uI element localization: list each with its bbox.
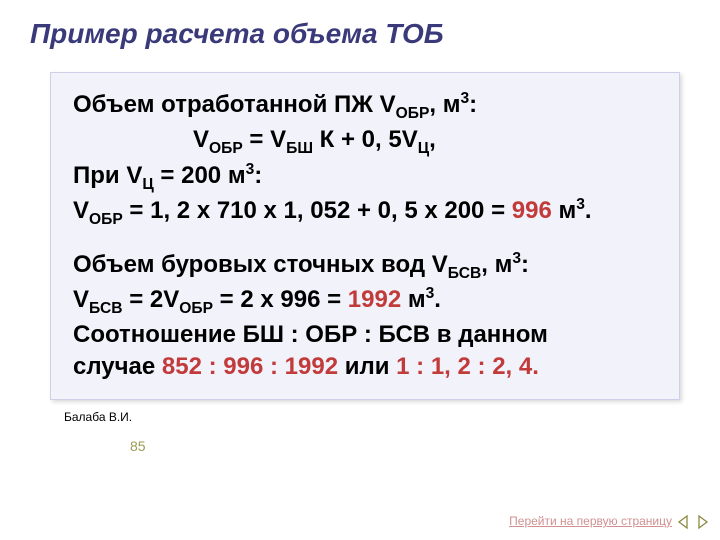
superscript: 3 [512, 250, 521, 267]
prev-arrow-icon[interactable] [676, 514, 692, 530]
subscript: БШ [286, 140, 313, 157]
text: Объем отработанной ПЖ V [73, 91, 396, 118]
subscript: ОБР [396, 105, 430, 122]
subscript: ОБР [209, 140, 243, 157]
highlight-ratio: 852 : 996 : 1992 [162, 353, 338, 380]
text: : [521, 251, 529, 278]
superscript: 3 [246, 161, 255, 178]
text: или [338, 353, 396, 380]
text: V [73, 286, 89, 313]
slide: Пример расчета объема ТОБ Объем отработа… [0, 0, 720, 540]
subscript: Ц [142, 176, 153, 193]
text: = 2 х 996 = [213, 286, 348, 313]
superscript: 3 [460, 90, 469, 107]
text: м [552, 197, 576, 224]
superscript: 3 [576, 196, 585, 213]
subscript: БСВ [448, 264, 482, 281]
text: = 1, 2 х 710 х 1, 052 + 0, 5 х 200 = [123, 197, 512, 224]
highlight-ratio: 1 : 1, 2 : 2, 4. [396, 353, 539, 380]
text: , м [429, 91, 460, 118]
subscript: ОБР [179, 300, 213, 317]
p2-line4: случае 852 : 996 : 1992 или 1 : 1, 2 : 2… [73, 351, 661, 383]
p1-line3: При VЦ = 200 м3: [73, 160, 661, 195]
text: м [401, 286, 425, 313]
subscript: Ц [418, 140, 429, 157]
p2-line2: VБСВ = 2VОБР = 2 х 996 = 1992 м3. [73, 284, 661, 319]
text: : [469, 91, 477, 118]
slide-title: Пример расчета объема ТОБ [30, 18, 690, 50]
p1-line4: VОБР = 1, 2 х 710 х 1, 052 + 0, 5 х 200 … [73, 195, 661, 230]
text: = 200 м [154, 162, 246, 189]
text: = 2V [123, 286, 180, 313]
page-number: 85 [130, 438, 690, 454]
p1-line2: VОБР = VБШ К + 0, 5VЦ, [73, 124, 661, 159]
text: V [73, 197, 89, 224]
text: случае [73, 353, 162, 380]
text: При V [73, 162, 142, 189]
p2-line3: Соотношение БШ : ОБР : БСВ в данном [73, 319, 661, 351]
p2-line1: Объем буровых сточных вод VБСВ, м3: [73, 249, 661, 284]
content-box: Объем отработанной ПЖ VОБР, м3: VОБР = V… [50, 72, 680, 400]
paragraph-spacer [73, 231, 661, 249]
subscript: БСВ [89, 300, 123, 317]
text: : [254, 162, 262, 189]
text: . [585, 197, 592, 224]
p1-line1: Объем отработанной ПЖ VОБР, м3: [73, 89, 661, 124]
first-page-link[interactable]: Перейти на первую страницу [509, 514, 672, 528]
text: Объем буровых сточных вод V [73, 251, 448, 278]
highlight-value: 996 [512, 197, 552, 224]
nav-arrows [676, 514, 710, 530]
text: = V [243, 126, 286, 153]
subscript: ОБР [89, 211, 123, 228]
text: К + 0, 5V [313, 126, 418, 153]
highlight-value: 1992 [348, 286, 401, 313]
text: , м [481, 251, 512, 278]
text: V [193, 126, 209, 153]
next-arrow-icon[interactable] [694, 514, 710, 530]
author-label: Балаба В.И. [64, 410, 690, 424]
text: . [434, 286, 441, 313]
text: , [429, 126, 436, 153]
superscript: 3 [426, 285, 435, 302]
